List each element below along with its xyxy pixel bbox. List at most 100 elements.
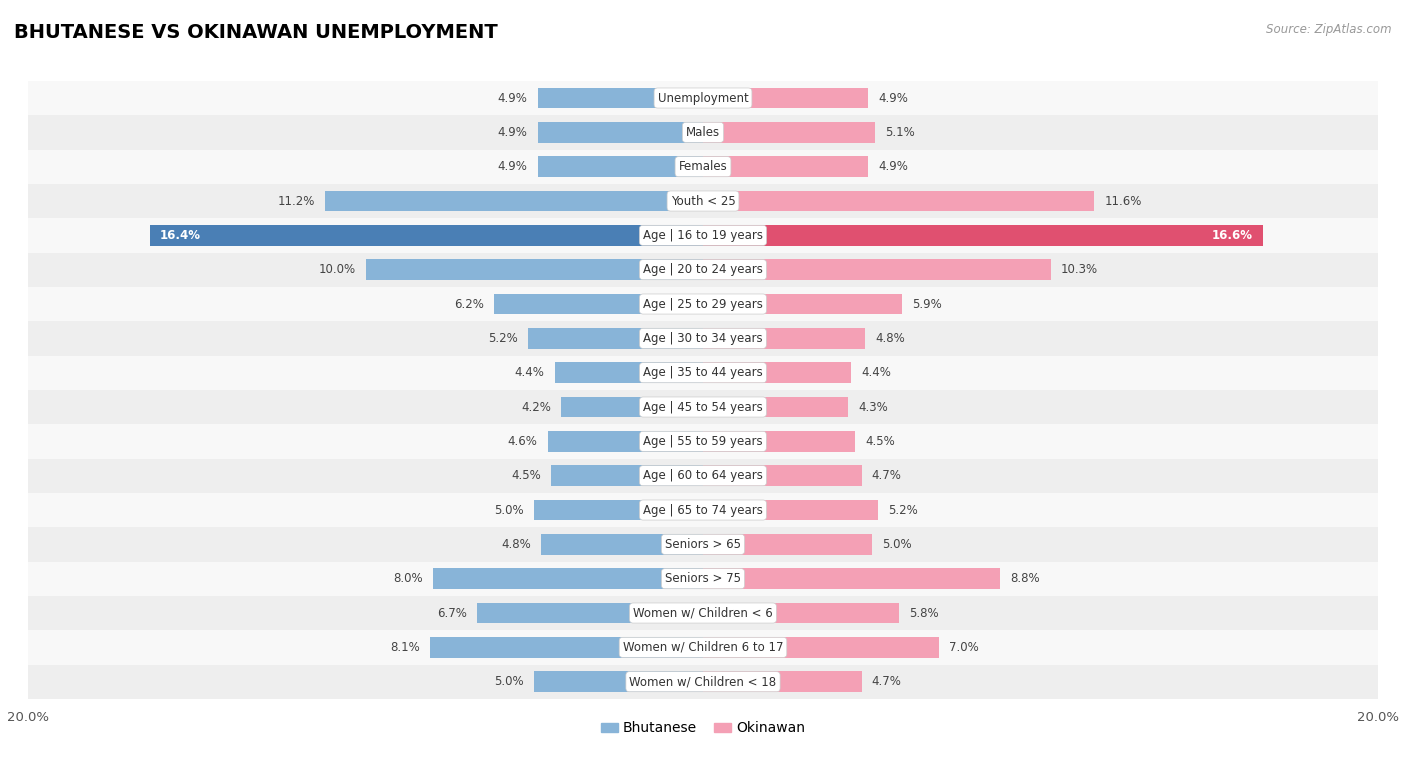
Text: Age | 55 to 59 years: Age | 55 to 59 years <box>643 435 763 448</box>
Text: 4.8%: 4.8% <box>875 332 905 345</box>
Text: 6.2%: 6.2% <box>454 298 484 310</box>
Bar <box>28 253 1378 287</box>
Bar <box>703 569 1000 589</box>
Bar <box>28 493 1378 527</box>
Bar <box>28 115 1378 150</box>
Text: 4.9%: 4.9% <box>498 92 527 104</box>
Bar <box>28 390 1378 424</box>
Text: 5.2%: 5.2% <box>488 332 517 345</box>
Text: Source: ZipAtlas.com: Source: ZipAtlas.com <box>1267 23 1392 36</box>
Text: 5.9%: 5.9% <box>912 298 942 310</box>
Bar <box>28 218 1378 253</box>
Bar <box>703 122 875 142</box>
Bar <box>28 459 1378 493</box>
Bar <box>537 122 703 142</box>
Text: 8.0%: 8.0% <box>394 572 423 585</box>
Text: Age | 65 to 74 years: Age | 65 to 74 years <box>643 503 763 516</box>
Text: Age | 25 to 29 years: Age | 25 to 29 years <box>643 298 763 310</box>
Text: 4.9%: 4.9% <box>879 92 908 104</box>
Text: Age | 16 to 19 years: Age | 16 to 19 years <box>643 229 763 241</box>
Bar <box>28 184 1378 218</box>
Bar <box>703 466 862 486</box>
Text: Seniors > 75: Seniors > 75 <box>665 572 741 585</box>
Bar <box>703 431 855 452</box>
Text: 4.9%: 4.9% <box>879 160 908 173</box>
Bar <box>551 466 703 486</box>
Bar <box>703 88 869 108</box>
Text: Age | 45 to 54 years: Age | 45 to 54 years <box>643 400 763 413</box>
Bar <box>325 191 703 211</box>
Text: Age | 20 to 24 years: Age | 20 to 24 years <box>643 263 763 276</box>
Text: 5.0%: 5.0% <box>495 503 524 516</box>
Bar <box>28 562 1378 596</box>
Text: 5.0%: 5.0% <box>882 538 911 551</box>
Text: Age | 60 to 64 years: Age | 60 to 64 years <box>643 469 763 482</box>
Text: Women w/ Children < 18: Women w/ Children < 18 <box>630 675 776 688</box>
Bar <box>703 328 865 349</box>
Bar <box>28 424 1378 459</box>
Text: 4.4%: 4.4% <box>862 366 891 379</box>
Bar <box>703 500 879 520</box>
Text: Unemployment: Unemployment <box>658 92 748 104</box>
Bar <box>28 321 1378 356</box>
Bar <box>477 603 703 623</box>
Bar <box>534 500 703 520</box>
Text: 5.2%: 5.2% <box>889 503 918 516</box>
Bar <box>703 157 869 177</box>
Bar <box>28 665 1378 699</box>
Bar <box>537 88 703 108</box>
Text: 4.5%: 4.5% <box>865 435 894 448</box>
Bar <box>527 328 703 349</box>
Text: 4.3%: 4.3% <box>858 400 889 413</box>
Text: Males: Males <box>686 126 720 139</box>
Text: BHUTANESE VS OKINAWAN UNEMPLOYMENT: BHUTANESE VS OKINAWAN UNEMPLOYMENT <box>14 23 498 42</box>
Text: Women w/ Children < 6: Women w/ Children < 6 <box>633 606 773 619</box>
Bar <box>28 356 1378 390</box>
Text: 10.0%: 10.0% <box>318 263 356 276</box>
Bar <box>28 150 1378 184</box>
Bar <box>703 294 903 314</box>
Bar <box>28 287 1378 321</box>
Text: 11.2%: 11.2% <box>277 195 315 207</box>
Text: 5.8%: 5.8% <box>908 606 938 619</box>
Text: 4.2%: 4.2% <box>522 400 551 413</box>
Bar <box>703 363 852 383</box>
Text: 4.7%: 4.7% <box>872 675 901 688</box>
Text: Youth < 25: Youth < 25 <box>671 195 735 207</box>
Bar <box>28 81 1378 115</box>
Bar <box>537 157 703 177</box>
Text: Age | 35 to 44 years: Age | 35 to 44 years <box>643 366 763 379</box>
Text: Seniors > 65: Seniors > 65 <box>665 538 741 551</box>
Text: 7.0%: 7.0% <box>949 641 979 654</box>
Text: 6.7%: 6.7% <box>437 606 467 619</box>
Text: 5.0%: 5.0% <box>495 675 524 688</box>
Text: 4.4%: 4.4% <box>515 366 544 379</box>
Bar <box>554 363 703 383</box>
Bar <box>703 225 1263 246</box>
Bar <box>561 397 703 417</box>
Bar <box>430 637 703 658</box>
Text: 4.6%: 4.6% <box>508 435 537 448</box>
Text: 8.1%: 8.1% <box>389 641 419 654</box>
Text: 4.8%: 4.8% <box>501 538 531 551</box>
Bar <box>541 534 703 555</box>
Bar <box>366 260 703 280</box>
Bar <box>149 225 703 246</box>
Text: 5.1%: 5.1% <box>886 126 915 139</box>
Bar <box>534 671 703 692</box>
Bar <box>28 596 1378 630</box>
Text: 4.9%: 4.9% <box>498 160 527 173</box>
Bar <box>703 260 1050 280</box>
Bar <box>703 637 939 658</box>
Bar <box>28 630 1378 665</box>
Text: 4.9%: 4.9% <box>498 126 527 139</box>
Text: Age | 30 to 34 years: Age | 30 to 34 years <box>643 332 763 345</box>
Legend: Bhutanese, Okinawan: Bhutanese, Okinawan <box>595 716 811 741</box>
Text: 4.5%: 4.5% <box>512 469 541 482</box>
Text: 8.8%: 8.8% <box>1010 572 1039 585</box>
Bar <box>703 397 848 417</box>
Bar <box>703 671 862 692</box>
Bar <box>433 569 703 589</box>
Text: 16.4%: 16.4% <box>160 229 201 241</box>
Text: 16.6%: 16.6% <box>1212 229 1253 241</box>
